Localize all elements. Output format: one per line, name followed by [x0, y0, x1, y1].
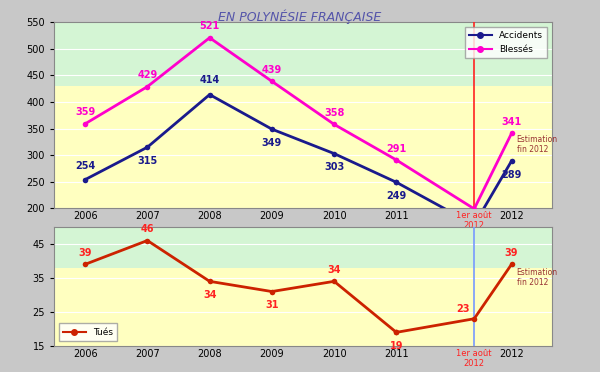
Text: 303: 303: [324, 162, 344, 172]
Text: 39: 39: [79, 248, 92, 258]
Text: 34: 34: [328, 265, 341, 275]
Bar: [54, 22, 552, 86]
Text: Estimation
fin 2012: Estimation fin 2012: [517, 135, 557, 154]
Text: 358: 358: [324, 108, 344, 118]
Text: 199: 199: [0, 371, 1, 372]
Text: 23: 23: [457, 304, 470, 314]
Text: Estimation
fin 2012: Estimation fin 2012: [517, 268, 557, 287]
Text: 439: 439: [262, 65, 282, 75]
Text: 289: 289: [502, 170, 522, 180]
Legend: Accidents, Blessés: Accidents, Blessés: [464, 27, 547, 58]
Text: EN POLYNÉSIE FRANÇAISE: EN POLYNÉSIE FRANÇAISE: [218, 9, 382, 24]
Text: 169: 169: [0, 371, 1, 372]
Text: 31: 31: [265, 300, 278, 310]
Text: 359: 359: [75, 108, 95, 118]
Text: 39: 39: [505, 248, 518, 258]
Bar: [54, 227, 552, 268]
Text: 46: 46: [140, 224, 154, 234]
Text: 521: 521: [199, 22, 220, 31]
Text: 349: 349: [262, 138, 282, 148]
Text: 429: 429: [137, 70, 157, 80]
Text: 315: 315: [137, 156, 157, 166]
Text: 341: 341: [502, 117, 521, 127]
Text: 254: 254: [75, 160, 95, 170]
Text: 414: 414: [199, 76, 220, 86]
Legend: Tués: Tués: [59, 323, 118, 341]
Text: 34: 34: [203, 290, 217, 300]
Text: 249: 249: [386, 191, 407, 201]
Text: 19: 19: [389, 341, 403, 351]
Text: 291: 291: [386, 144, 407, 154]
